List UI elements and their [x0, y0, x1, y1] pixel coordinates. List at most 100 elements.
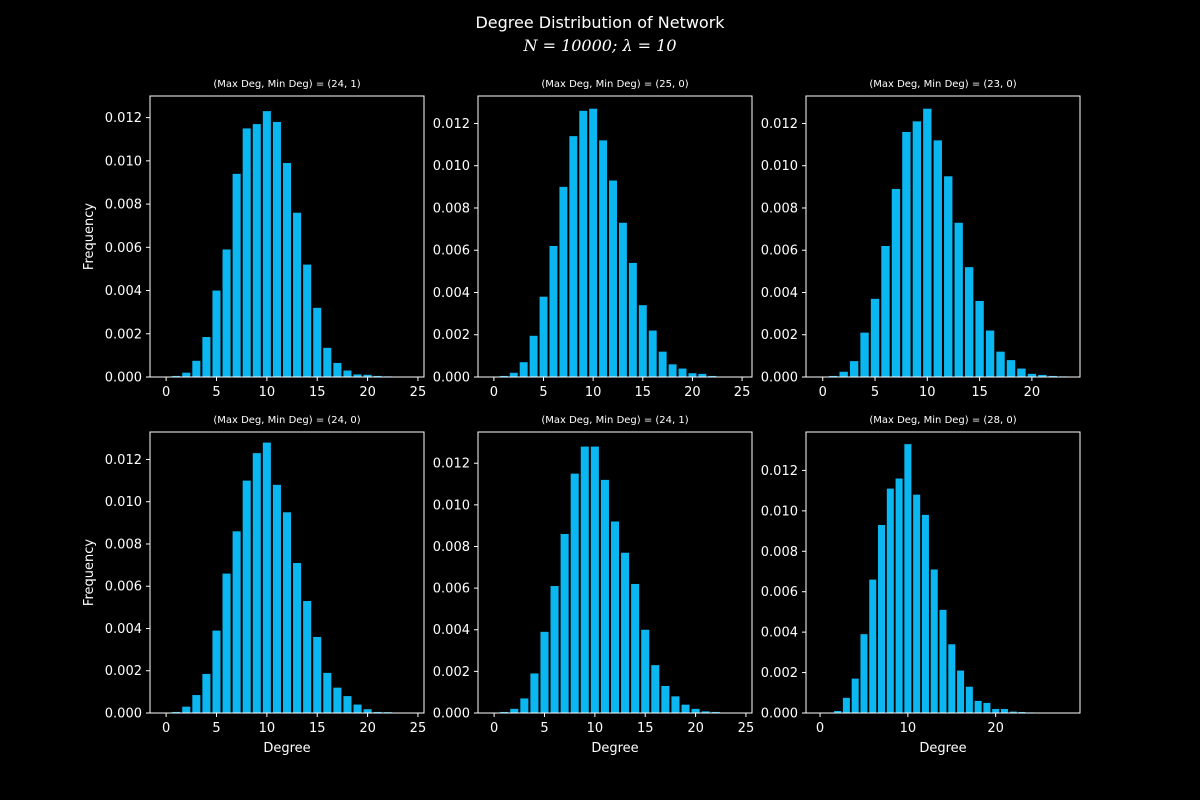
x-tick-label: 10 — [587, 721, 604, 736]
bar — [860, 332, 869, 377]
bar — [1009, 711, 1017, 713]
axes-frame — [477, 95, 753, 378]
bar — [609, 180, 617, 377]
bar — [539, 296, 548, 377]
bar — [333, 687, 342, 713]
bar — [923, 108, 932, 378]
bar — [313, 636, 322, 713]
y-tick-label: 0.010 — [105, 495, 142, 510]
bar — [939, 609, 947, 713]
y-tick-label: 0.002 — [433, 328, 470, 343]
x-tick-label: 20 — [359, 385, 376, 400]
bar — [658, 351, 667, 377]
bar — [985, 330, 995, 377]
subplot-title: (Max Deg, Min Deg) = (24, 0) — [213, 415, 360, 426]
bar — [834, 710, 842, 713]
bar — [569, 136, 578, 377]
y-tick-label: 0.006 — [761, 244, 798, 259]
x-tick-label: 20 — [1024, 385, 1041, 400]
x-tick-label: 15 — [309, 721, 326, 736]
x-tick-label: 10 — [585, 385, 602, 400]
bar — [303, 264, 312, 377]
axes-frame — [149, 431, 425, 714]
bar — [282, 512, 292, 713]
subplot-6: 0 10 20 0.000 0.002 0.004 0.006 0.008 0.010 0.012… — [761, 415, 1081, 756]
bar — [530, 673, 539, 713]
x-tick-label: 25 — [410, 385, 427, 400]
y-tick-label: 0.008 — [761, 201, 798, 216]
bar — [272, 121, 281, 377]
x-tick-label: 15 — [309, 385, 326, 400]
bar — [212, 630, 221, 713]
bar — [570, 473, 579, 713]
y-tick-label: 0.004 — [433, 286, 470, 301]
bar — [631, 583, 640, 713]
bar — [559, 186, 568, 377]
bar — [549, 246, 558, 377]
bar — [373, 375, 382, 377]
x-tick-label: 0 — [490, 721, 498, 736]
bar — [323, 672, 332, 713]
x-tick-label: 10 — [919, 385, 936, 400]
y-tick-label: 0.004 — [105, 622, 142, 637]
y-axis-label: Frequency — [82, 203, 97, 270]
bar — [509, 372, 518, 377]
bar — [242, 480, 251, 713]
y-tick-label: 0.008 — [105, 198, 142, 213]
x-tick-label: 5 — [539, 385, 547, 400]
bar — [519, 362, 528, 377]
bar — [182, 372, 191, 377]
bar — [333, 362, 342, 377]
bar — [869, 579, 877, 713]
axes-frame — [477, 431, 753, 714]
bar — [172, 375, 181, 377]
bar — [343, 370, 352, 377]
x-axis-label: Degree — [263, 741, 310, 756]
bar — [829, 375, 838, 377]
y-tick-label: 0.012 — [761, 117, 798, 132]
bar — [202, 337, 211, 377]
bar — [262, 442, 271, 713]
x-tick-label: 15 — [635, 385, 652, 400]
bar — [678, 368, 687, 377]
x-tick-label: 25 — [738, 721, 755, 736]
y-tick-label: 0.010 — [761, 504, 798, 519]
y-tick-label: 0.000 — [761, 707, 798, 722]
y-tick-label: 0.010 — [433, 498, 470, 513]
y-tick-label: 0.000 — [433, 371, 470, 386]
bar — [1017, 368, 1026, 377]
bar — [621, 552, 630, 713]
y-tick-label: 0.004 — [433, 623, 470, 638]
x-tick-label: 25 — [410, 721, 427, 736]
y-tick-label: 0.004 — [761, 626, 798, 641]
y-tick-label: 0.010 — [433, 159, 470, 174]
bar — [172, 711, 181, 713]
subplot-title: (Max Deg, Min Deg) = (25, 0) — [541, 79, 688, 90]
bar — [550, 586, 559, 713]
x-tick-label: 15 — [971, 385, 988, 400]
y-tick-label: 0.006 — [761, 585, 798, 600]
bar — [182, 706, 191, 713]
bar — [610, 521, 620, 713]
x-tick-label: 10 — [259, 385, 276, 400]
axes-frame — [805, 95, 1081, 378]
figure-title: Degree Distribution of Network — [475, 13, 725, 32]
bar — [520, 698, 529, 713]
bar — [560, 533, 569, 713]
bar — [681, 704, 690, 713]
x-axis-label: Degree — [919, 741, 966, 756]
y-tick-label: 0.006 — [433, 244, 470, 259]
figure-subtitle: N = 10000; λ = 10 — [523, 36, 677, 55]
bar — [902, 131, 911, 377]
bar — [540, 631, 549, 713]
bar — [975, 300, 984, 377]
bar — [579, 110, 588, 377]
x-axis-label: Degree — [591, 741, 638, 756]
bar — [590, 446, 599, 713]
bar — [293, 212, 302, 377]
subplot-title: (Max Deg, Min Deg) = (23, 0) — [869, 79, 1016, 90]
bar — [870, 298, 880, 377]
y-tick-label: 0.000 — [105, 371, 142, 386]
bar — [600, 479, 609, 713]
